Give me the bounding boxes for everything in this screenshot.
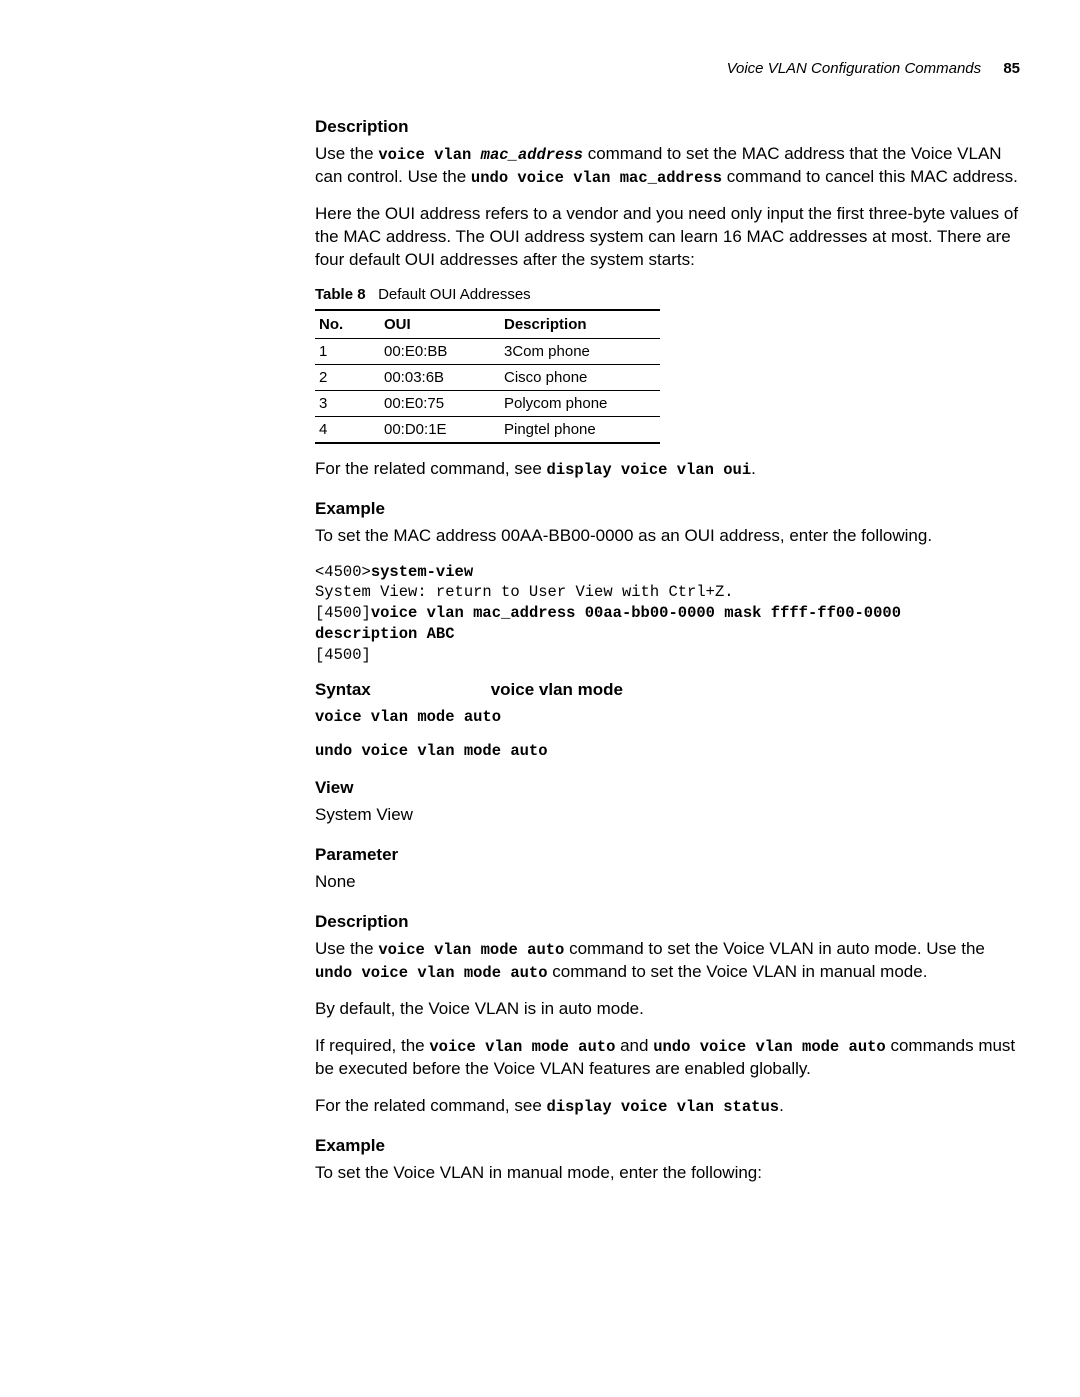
page-header: Voice VLAN Configuration Commands 85 <box>60 60 1020 77</box>
table-row: 1 00:E0:BB 3Com phone <box>315 338 660 364</box>
table-row: 4 00:D0:1E Pingtel phone <box>315 416 660 443</box>
cell-desc: Polycom phone <box>504 390 660 416</box>
text-run: For the related command, see <box>315 459 547 478</box>
inline-command: voice vlan mode auto <box>378 941 564 959</box>
text-run: and <box>615 1036 653 1055</box>
parameter-text: None <box>315 871 1020 894</box>
cell-oui: 00:03:6B <box>384 364 504 390</box>
view-heading: View <box>315 778 1020 798</box>
example-heading-2: Example <box>315 1136 1020 1156</box>
syntax-heading: Syntax <box>315 680 1020 700</box>
cell-oui: 00:D0:1E <box>384 416 504 443</box>
example-heading: Example <box>315 499 1020 519</box>
text-run: . <box>779 1096 784 1115</box>
page-number: 85 <box>1003 60 1020 77</box>
syntax-command: undo voice vlan mode auto <box>315 742 1020 760</box>
inline-command: undo voice vlan mode auto <box>653 1038 886 1056</box>
section-voice-vlan-mode: voice vlan mode Syntax <box>315 680 1020 700</box>
table-caption: Table 8 Default OUI Addresses <box>315 286 1020 303</box>
description-heading: Description <box>315 117 1020 137</box>
text-run: Use the <box>315 144 378 163</box>
inline-command: display voice vlan oui <box>547 461 752 479</box>
cell-oui: 00:E0:75 <box>384 390 504 416</box>
parameter-heading: Parameter <box>315 845 1020 865</box>
table-label: Table 8 <box>315 286 366 303</box>
inline-command: voice vlan mode auto <box>429 1038 615 1056</box>
description2-p1: Use the voice vlan mode auto command to … <box>315 938 1020 984</box>
text-run: . <box>751 459 756 478</box>
table-header-desc: Description <box>504 310 660 339</box>
code-input: voice vlan mac_address 00aa-bb00-0000 ma… <box>371 604 911 622</box>
cell-no: 2 <box>315 364 384 390</box>
cell-no: 1 <box>315 338 384 364</box>
text-run: command to set the Voice VLAN in auto mo… <box>564 939 985 958</box>
text-run: If required, the <box>315 1036 429 1055</box>
cell-desc: Cisco phone <box>504 364 660 390</box>
inline-command: voice vlan <box>378 146 480 164</box>
code-input: description ABC <box>315 625 455 643</box>
view-text: System View <box>315 804 1020 827</box>
oui-table: No. OUI Description 1 00:E0:BB 3Com phon… <box>315 309 660 444</box>
example-text: To set the MAC address 00AA-BB00-0000 as… <box>315 525 1020 548</box>
code-output: System View: return to User View with Ct… <box>315 583 734 601</box>
text-run: command to set the Voice VLAN in manual … <box>548 962 928 981</box>
cell-oui: 00:E0:BB <box>384 338 504 364</box>
description-heading-2: Description <box>315 912 1020 932</box>
description2-p2: By default, the Voice VLAN is in auto mo… <box>315 998 1020 1021</box>
inline-command: undo voice vlan mode auto <box>315 964 548 982</box>
table-row: 3 00:E0:75 Polycom phone <box>315 390 660 416</box>
syntax-command: voice vlan mode auto <box>315 708 1020 726</box>
related-command-2: For the related command, see display voi… <box>315 1095 1020 1118</box>
code-block: <4500>system-view System View: return to… <box>315 562 1020 667</box>
code-prompt: <4500> <box>315 563 371 581</box>
code-input: system-view <box>371 563 473 581</box>
table-row: 2 00:03:6B Cisco phone <box>315 364 660 390</box>
related-command-1: For the related command, see display voi… <box>315 458 1020 481</box>
example-text-2: To set the Voice VLAN in manual mode, en… <box>315 1162 1020 1185</box>
cell-no: 3 <box>315 390 384 416</box>
code-prompt: [4500] <box>315 604 371 622</box>
description-paragraph-2: Here the OUI address refers to a vendor … <box>315 203 1020 272</box>
description-paragraph-1: Use the voice vlan mac_address command t… <box>315 143 1020 189</box>
header-section-title: Voice VLAN Configuration Commands <box>727 60 982 77</box>
inline-command: display voice vlan status <box>547 1098 780 1116</box>
text-run: Use the <box>315 939 378 958</box>
sidebar-command-name: voice vlan mode <box>473 680 623 700</box>
table-header-oui: OUI <box>384 310 504 339</box>
code-prompt: [4500] <box>315 646 371 664</box>
text-run: For the related command, see <box>315 1096 547 1115</box>
table-header-no: No. <box>315 310 384 339</box>
text-run: command to cancel this MAC address. <box>722 167 1018 186</box>
cell-no: 4 <box>315 416 384 443</box>
inline-command-arg: mac_address <box>481 146 583 164</box>
cell-desc: 3Com phone <box>504 338 660 364</box>
description2-p3: If required, the voice vlan mode auto an… <box>315 1035 1020 1081</box>
inline-command: undo voice vlan mac_address <box>471 169 722 187</box>
cell-desc: Pingtel phone <box>504 416 660 443</box>
table-caption-text: Default OUI Addresses <box>378 286 531 303</box>
